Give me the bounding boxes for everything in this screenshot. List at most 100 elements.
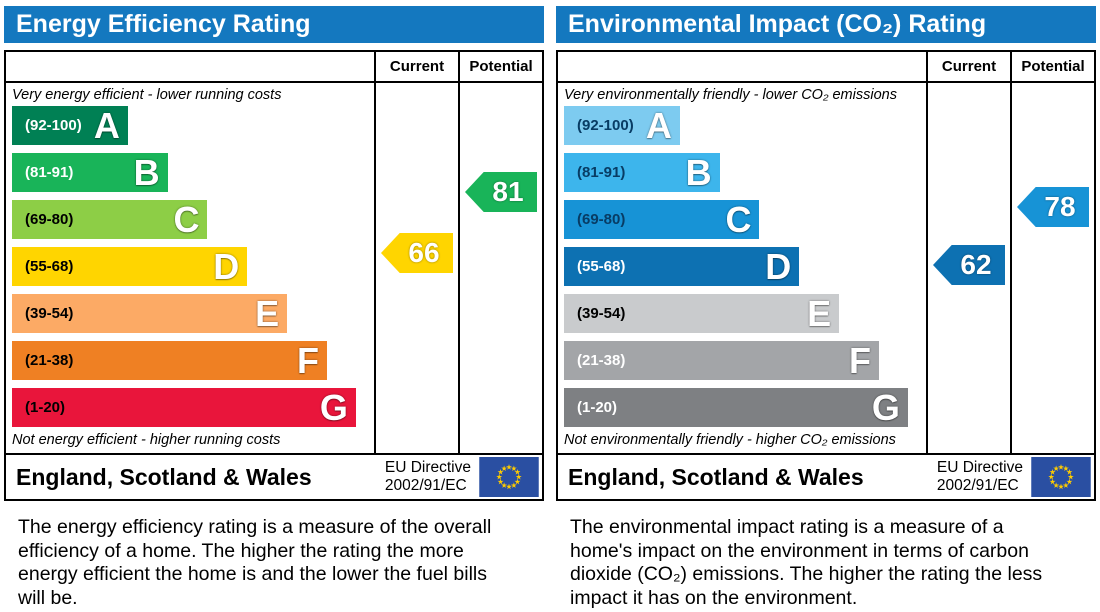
band-bar: (21-38) F	[564, 341, 879, 380]
band-range-label: (1-20)	[25, 399, 66, 416]
potential-rating-value: 81	[492, 176, 524, 207]
header-spacer	[6, 52, 374, 81]
band-bar: (92-100) A	[564, 106, 680, 145]
panel-description: The energy efficiency rating is a measur…	[18, 516, 492, 609]
bands-column: Very environmentally friendly - lower CO…	[558, 83, 926, 453]
band-row-e: (39-54) E	[12, 294, 374, 333]
band-letter: D	[213, 246, 240, 287]
band-range-label: (39-54)	[25, 305, 74, 322]
band-bar: (81-91) B	[12, 153, 168, 192]
band-list: (92-100) A (81-91) B (69-80) C (55-68) D (39-54)…	[564, 106, 926, 427]
top-note: Very energy efficient - lower running co…	[12, 86, 282, 103]
region-label: England, Scotland & Wales	[568, 463, 864, 490]
band-letter: C	[725, 199, 752, 240]
band-row-e: (39-54) E	[564, 294, 926, 333]
arrow-shape: 62	[933, 245, 1005, 285]
potential-column-header: Potential	[1010, 52, 1094, 81]
eu-directive-label: EU Directive 2002/91/EC	[937, 459, 1023, 495]
potential-column-header: Potential	[458, 52, 542, 81]
panel-title: Environmental Impact (CO₂) Rating	[556, 6, 1096, 43]
band-letter: A	[93, 105, 120, 146]
band-bar: (92-100) A	[12, 106, 128, 145]
eu-directive-line2: 2002/91/EC	[384, 477, 467, 494]
band-letter: B	[133, 152, 160, 193]
band-letter: G	[871, 387, 900, 428]
band-letter: B	[685, 152, 712, 193]
eu-flag-icon	[1031, 457, 1091, 497]
current-column-header: Current	[374, 52, 458, 81]
potential-rating-arrow: 81	[465, 172, 537, 212]
band-range-label: (21-38)	[25, 352, 74, 369]
band-row-d: (55-68) D	[12, 247, 374, 286]
band-letter: A	[645, 105, 672, 146]
band-bar: (1-20) G	[564, 388, 908, 427]
header-spacer	[558, 52, 926, 81]
band-range-label: (55-68)	[25, 258, 74, 275]
bands-column: Very energy efficient - lower running co…	[6, 83, 374, 453]
band-row-b: (81-91) B	[12, 153, 374, 192]
band-row-c: (69-80) C	[564, 200, 926, 239]
band-row-f: (21-38) F	[12, 341, 374, 380]
panel-title: Energy Efficiency Rating	[4, 6, 544, 43]
band-bar: (21-38) F	[12, 341, 327, 380]
potential-value-column: 81	[458, 83, 542, 453]
band-list: (92-100) A (81-91) B (69-80) C (55-68) D (39-54)…	[12, 106, 374, 427]
band-bar: (81-91) B	[564, 153, 720, 192]
band-row-a: (92-100) A	[12, 106, 374, 145]
rating-chart: Current Potential Very environmentally f…	[556, 50, 1096, 501]
band-letter: F	[296, 340, 319, 381]
current-value-column: 66	[374, 83, 458, 453]
region-label: England, Scotland & Wales	[16, 463, 312, 490]
current-rating-arrow: 62	[933, 245, 1005, 285]
band-bar: (39-54) E	[564, 293, 840, 334]
rating-chart: Current Potential Very energy efficient …	[4, 50, 544, 501]
band-row-a: (92-100) A	[564, 106, 926, 145]
arrow-shape: 78	[1017, 187, 1089, 227]
band-letter: D	[765, 246, 792, 287]
chart-footer: England, Scotland & Wales EU Directive 2…	[558, 453, 1094, 499]
band-letter: E	[807, 293, 832, 334]
eu-flag-icon	[479, 457, 539, 497]
eu-directive-line1: EU Directive	[936, 459, 1023, 476]
band-range-label: (1-20)	[577, 399, 618, 416]
band-range-label: (69-80)	[25, 211, 74, 228]
band-row-b: (81-91) B	[564, 153, 926, 192]
chart-body: Very environmentally friendly - lower CO…	[558, 83, 1094, 453]
band-letter: C	[173, 199, 200, 240]
eu-directive-label: EU Directive 2002/91/EC	[385, 459, 471, 495]
column-header-row: Current Potential	[6, 52, 542, 83]
band-row-g: (1-20) G	[12, 388, 374, 427]
environmental-impact-panel: Environmental Impact (CO₂) Rating Curren…	[556, 6, 1096, 610]
band-row-d: (55-68) D	[564, 247, 926, 286]
chart-body: Very energy efficient - lower running co…	[6, 83, 542, 453]
energy-efficiency-panel: Energy Efficiency Rating Current Potenti…	[4, 6, 544, 610]
arrow-shape: 66	[381, 233, 453, 273]
current-rating-value: 66	[408, 237, 440, 268]
band-bar: (55-68) D	[564, 246, 800, 287]
band-range-label: (92-100)	[25, 117, 82, 134]
band-range-label: (81-91)	[25, 164, 74, 181]
current-column-header: Current	[926, 52, 1010, 81]
band-range-label: (81-91)	[577, 164, 626, 181]
band-letter: G	[319, 387, 348, 428]
bottom-note: Not environmentally friendly - higher CO…	[564, 432, 896, 448]
band-bar: (1-20) G	[12, 388, 356, 427]
potential-rating-value: 78	[1044, 191, 1076, 222]
band-range-label: (39-54)	[577, 305, 626, 322]
eu-directive-line2: 2002/91/EC	[936, 477, 1019, 494]
band-bar: (55-68) D	[12, 246, 248, 287]
band-range-label: (69-80)	[577, 211, 626, 228]
current-rating-arrow: 66	[381, 233, 453, 273]
chart-footer: England, Scotland & Wales EU Directive 2…	[6, 453, 542, 499]
band-range-label: (21-38)	[577, 352, 626, 369]
potential-value-column: 78	[1010, 83, 1094, 453]
potential-rating-arrow: 78	[1017, 187, 1089, 227]
column-header-row: Current Potential	[558, 52, 1094, 83]
panel-description: The environmental impact rating is a mea…	[570, 516, 1043, 609]
band-range-label: (92-100)	[577, 117, 634, 134]
band-range-label: (55-68)	[577, 258, 626, 275]
band-letter: F	[848, 340, 871, 381]
band-bar: (69-80) C	[12, 199, 208, 240]
eu-directive-line1: EU Directive	[384, 459, 471, 476]
